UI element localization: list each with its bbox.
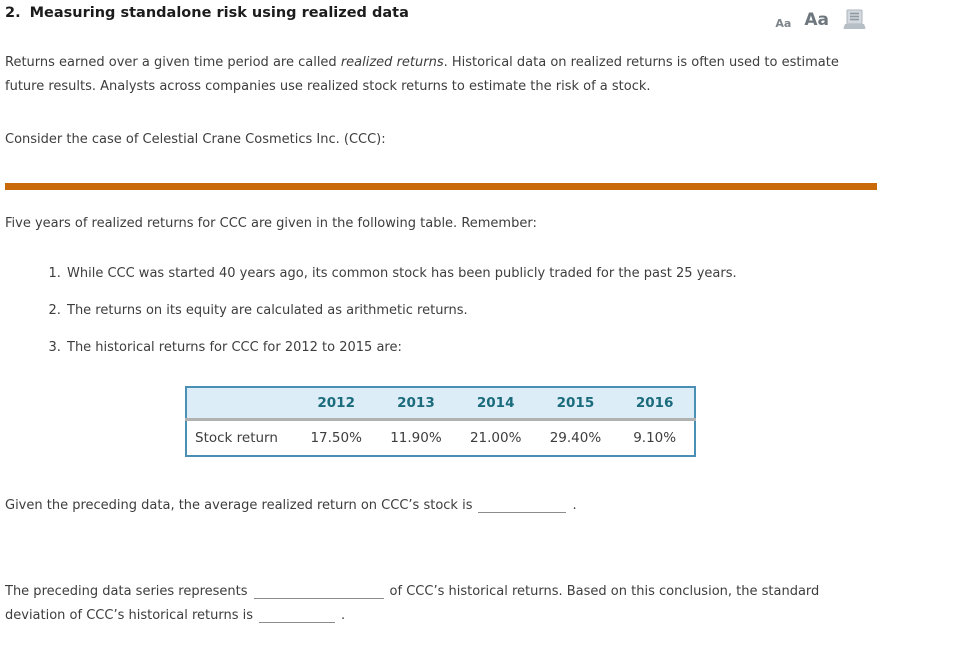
intro-text-after: . Historical data on realized returns is…: [5, 55, 839, 94]
consider-line: Consider the case of Celestial Crane Cos…: [5, 132, 386, 147]
returns-table-container: 2012 2013 2014 2015 2016 Stock return 17…: [185, 386, 877, 457]
answer-blank-std-dev[interactable]: [259, 608, 336, 623]
return-value: 29.40%: [549, 429, 602, 446]
table-corner-cell: [186, 387, 297, 421]
question-number: 2.: [5, 5, 21, 21]
row-label: Stock return: [195, 429, 278, 446]
year-header: 2014: [455, 387, 536, 421]
table-header-row: 2012 2013 2014 2015 2016: [186, 387, 695, 421]
table-row: Stock return 17.50% 11.90% 21.00% 29.40%…: [186, 419, 695, 456]
question-page: 2. Measuring standalone risk using realiz…: [0, 0, 877, 658]
five-years-line: Five years of realized returns for CCC a…: [5, 216, 537, 231]
intro-paragraph: Returns earned over a given time period …: [5, 51, 877, 99]
display-controls: Aa Aa: [775, 7, 877, 29]
year-header: 2016: [615, 387, 695, 421]
q2-text-start: The preceding data series represents: [5, 584, 248, 599]
answer-blank-series-type[interactable]: [253, 584, 384, 599]
year-header: 2012: [296, 387, 377, 421]
answer-blank-average-return[interactable]: [478, 498, 567, 513]
return-value: 11.90%: [390, 429, 442, 446]
question-header: 2. Measuring standalone risk using realiz…: [5, 5, 877, 29]
year-header: 2013: [376, 387, 456, 421]
list-item: The returns on its equity are calculated…: [65, 298, 823, 323]
printer-icon: [843, 9, 866, 29]
q2-text-middle: of CCC’s historical returns. Based on th…: [5, 584, 820, 623]
intro-text-before: Returns earned over a given time period …: [5, 55, 337, 70]
list-item: The historical returns for CCC for 2012 …: [65, 335, 823, 360]
question-title-text: Measuring standalone risk using realized…: [29, 5, 409, 21]
remember-list: While CCC was started 40 years ago, its …: [5, 261, 877, 360]
print-button[interactable]: [842, 9, 867, 31]
page-title: 2. Measuring standalone risk using realiz…: [5, 5, 409, 21]
return-value: 17.50%: [310, 429, 362, 446]
list-item: While CCC was started 40 years ago, its …: [65, 261, 823, 286]
question-series-type: The preceding data series represents of C…: [5, 580, 867, 628]
font-size-large-button[interactable]: Aa: [804, 10, 829, 30]
q1-period: .: [572, 498, 577, 513]
question-average-return: Given the preceding data, the average re…: [5, 494, 877, 518]
returns-table: 2012 2013 2014 2015 2016 Stock return 17…: [185, 386, 696, 457]
return-value: 9.10%: [633, 429, 677, 446]
year-header: 2015: [535, 387, 616, 421]
return-value: 21.00%: [469, 429, 522, 446]
q1-text: Given the preceding data, the average re…: [5, 498, 473, 513]
q2-period: .: [341, 608, 346, 623]
intro-italic-phrase: realized returns: [340, 55, 444, 70]
section-divider: [5, 183, 877, 190]
font-size-small-button[interactable]: Aa: [775, 17, 792, 30]
